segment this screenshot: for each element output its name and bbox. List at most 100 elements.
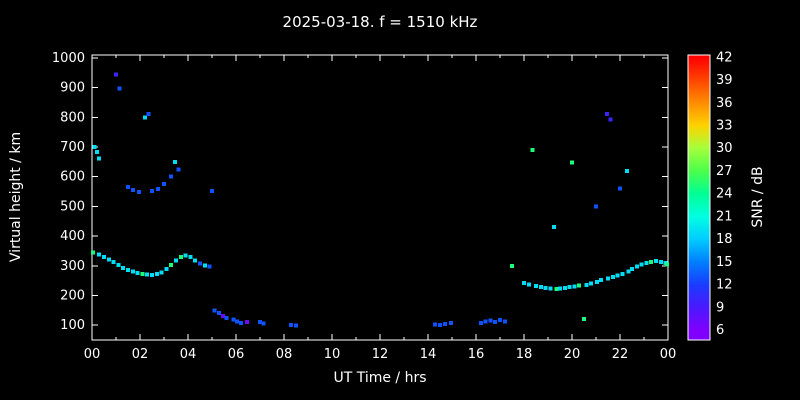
- x-tick-label: 18: [516, 347, 533, 362]
- data-point: [595, 279, 600, 284]
- data-point: [244, 319, 249, 324]
- data-point: [140, 272, 145, 277]
- x-tick-label: 20: [564, 347, 581, 362]
- data-point: [162, 181, 166, 186]
- data-point: [530, 148, 535, 152]
- data-point: [526, 282, 531, 287]
- y-tick-label: 800: [60, 110, 85, 125]
- x-tick-label: 00: [660, 347, 677, 362]
- data-point: [510, 263, 514, 268]
- data-point: [198, 261, 202, 266]
- data-point: [570, 160, 574, 165]
- data-point: [159, 270, 164, 275]
- data-point: [610, 274, 615, 279]
- data-point: [97, 252, 102, 257]
- data-point: [174, 258, 178, 263]
- data-point: [534, 283, 538, 288]
- data-point: [121, 265, 126, 270]
- colorbar-tick-label: 6: [716, 323, 724, 338]
- data-point: [114, 72, 118, 77]
- y-tick-label: 400: [60, 229, 85, 244]
- data-point: [91, 250, 96, 255]
- data-point: [658, 259, 663, 264]
- x-tick-label: 16: [468, 347, 485, 362]
- data-point: [146, 111, 151, 116]
- colorbar-tick-label: 15: [716, 255, 733, 270]
- x-tick-label: 14: [420, 347, 437, 362]
- data-point: [258, 320, 262, 325]
- data-point: [558, 286, 562, 291]
- data-point: [231, 317, 236, 322]
- data-point: [169, 262, 174, 267]
- data-point: [644, 260, 649, 265]
- data-point: [493, 319, 498, 324]
- data-point: [483, 319, 488, 324]
- data-point: [172, 159, 177, 164]
- x-tick-label: 02: [132, 347, 149, 362]
- x-tick-label: 04: [180, 347, 197, 362]
- data-point: [261, 321, 266, 326]
- data-point: [502, 319, 507, 324]
- colorbar-tick-label: 30: [716, 141, 733, 156]
- colorbar-tick-label: 24: [716, 187, 733, 202]
- data-point: [150, 272, 154, 277]
- data-point: [130, 269, 135, 274]
- data-point: [543, 286, 548, 291]
- data-point: [169, 174, 174, 179]
- data-point: [625, 168, 630, 173]
- data-point: [224, 316, 229, 321]
- colorbar-tick-label: 39: [716, 73, 733, 88]
- data-point: [145, 272, 150, 277]
- data-point: [634, 264, 639, 269]
- data-point: [594, 204, 598, 209]
- data-point: [577, 283, 582, 288]
- colorbar-tick-label: 36: [716, 96, 733, 111]
- data-point: [478, 320, 483, 325]
- data-point: [654, 259, 658, 264]
- data-point: [94, 150, 99, 155]
- colorbar-tick-label: 21: [716, 209, 733, 224]
- data-point: [448, 321, 453, 326]
- y-tick-label: 700: [60, 140, 85, 155]
- data-point: [548, 286, 553, 291]
- data-point: [202, 263, 207, 268]
- y-tick-label: 500: [60, 199, 85, 214]
- data-point: [604, 111, 609, 116]
- data-point: [488, 318, 493, 323]
- y-tick-label: 900: [60, 81, 85, 96]
- data-point: [136, 189, 141, 194]
- data-point: [142, 115, 147, 120]
- colorbar: [687, 54, 711, 341]
- data-point: [618, 186, 622, 191]
- y-tick-label: 100: [60, 318, 85, 333]
- data-point: [606, 276, 610, 281]
- data-point: [183, 253, 188, 258]
- data-point: [554, 287, 559, 292]
- data-point: [626, 269, 631, 274]
- plot-area: [91, 54, 669, 341]
- data-point: [664, 262, 669, 267]
- data-point: [102, 254, 106, 259]
- data-point: [210, 188, 214, 193]
- data-point: [649, 259, 654, 264]
- colorbar-tick-label: 18: [716, 232, 733, 247]
- data-point: [582, 317, 586, 322]
- data-point: [178, 255, 183, 260]
- x-tick-label: 08: [276, 347, 293, 362]
- x-tick-label: 06: [228, 347, 245, 362]
- data-point: [176, 167, 181, 172]
- colorbar-tick-label: 42: [716, 50, 733, 65]
- data-point: [630, 266, 634, 271]
- data-point: [193, 258, 198, 263]
- data-point: [438, 323, 442, 328]
- x-tick-label: 22: [612, 347, 629, 362]
- x-axis-label: UT Time / hrs: [333, 370, 427, 386]
- data-point: [135, 270, 140, 275]
- y-tick-label: 600: [60, 170, 85, 185]
- data-point: [567, 285, 572, 290]
- colorbar-tick-label: 9: [716, 300, 724, 315]
- data-point: [207, 264, 212, 269]
- y-tick-label: 1000: [52, 51, 85, 66]
